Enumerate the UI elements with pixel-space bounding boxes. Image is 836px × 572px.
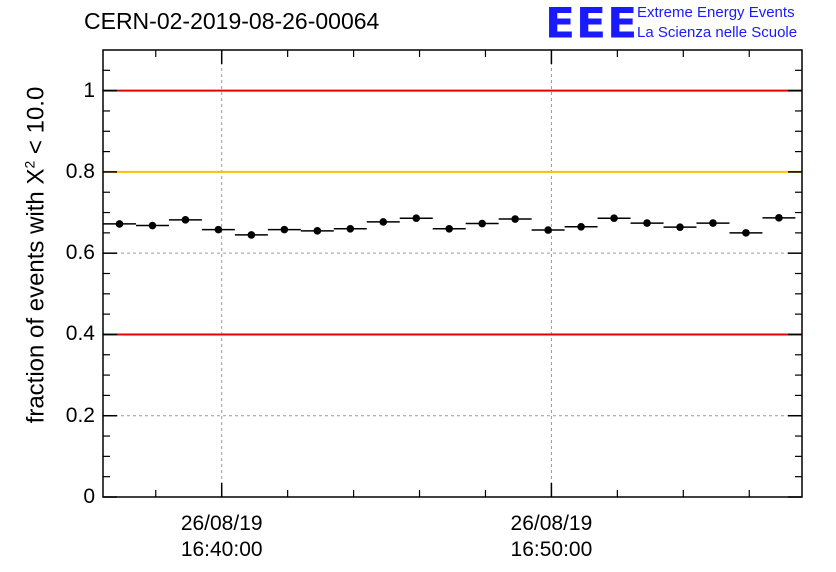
y-tick-label: 0.6 [65, 241, 95, 265]
data-point [709, 219, 717, 227]
logo-line-2: La Scienza nelle Scuole [637, 24, 798, 41]
data-point [577, 222, 585, 231]
data-point [775, 214, 783, 222]
data-point [478, 219, 486, 228]
data-point [676, 223, 684, 231]
x-tick-label: 26/08/19 16:50:00 [511, 511, 593, 563]
data-point [280, 225, 289, 234]
data-point [115, 220, 124, 228]
data-point [346, 225, 355, 233]
y-tick-label: 0.8 [65, 159, 95, 183]
data-point [544, 226, 552, 234]
data-point [610, 214, 618, 223]
data-point [445, 225, 454, 233]
logo-line-1: Extreme Energy Events [637, 4, 795, 21]
x-tick-label: 26/08/19 16:40:00 [181, 511, 263, 563]
y-tick-label: 1 [83, 78, 95, 102]
run-title: CERN-02-2019-08-26-00064 [84, 8, 380, 34]
data-point [148, 221, 157, 230]
data-point [412, 214, 421, 223]
reference-lines [103, 89, 802, 336]
eee-logo: EEE Extreme Energy Events La Scienza nel… [545, 0, 835, 48]
data-point [247, 231, 256, 239]
data-point [214, 225, 223, 234]
x-tick-time: 16:40:00 [180, 538, 263, 561]
data-point [511, 215, 519, 223]
data-series [103, 214, 796, 239]
data-point [379, 218, 388, 226]
y-tick-label: 0.4 [65, 322, 95, 346]
x-tick-time: 16:50:00 [510, 538, 593, 561]
logo-mark: EEE [545, 0, 639, 48]
data-point [643, 219, 651, 227]
grid [103, 50, 802, 497]
y-tick-label: 0.2 [65, 403, 95, 427]
data-point [313, 227, 322, 235]
axes [102, 49, 803, 498]
y-tick-label: 0 [83, 485, 95, 508]
data-point [742, 229, 750, 237]
x-tick-date: 26/08/19 [510, 512, 593, 535]
data-point [181, 216, 190, 224]
plot-frame [102, 49, 803, 498]
x-tick-date: 26/08/19 [180, 512, 263, 535]
